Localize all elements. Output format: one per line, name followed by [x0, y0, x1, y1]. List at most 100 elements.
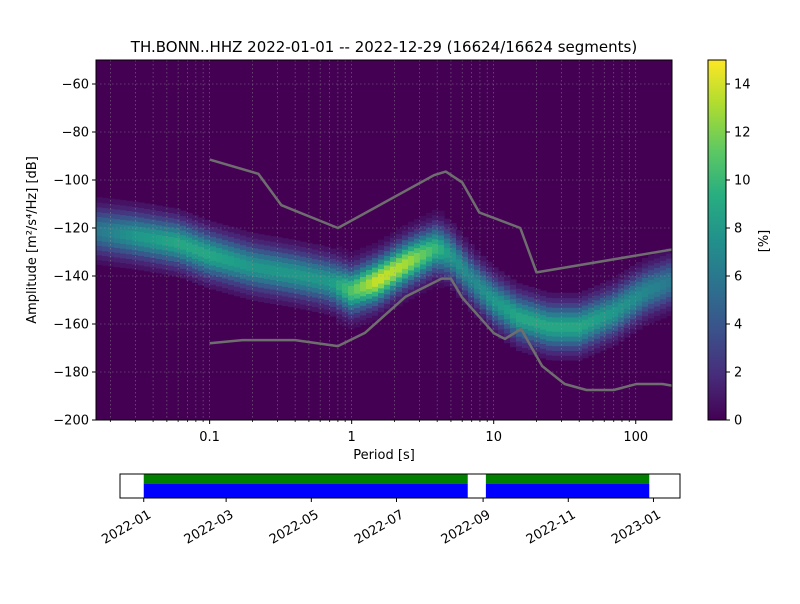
heatmap-cell: [150, 204, 157, 210]
heatmap-cell: [402, 277, 409, 284]
heatmap-cell: [456, 268, 463, 274]
heatmap-cell: [282, 281, 289, 287]
heatmap-cell: [498, 328, 505, 335]
heatmap-cell: [438, 215, 445, 221]
heatmap-cell: [606, 333, 613, 339]
heatmap-cell: [342, 268, 349, 274]
heatmap-cell: [360, 314, 367, 321]
heatmap-cell: [126, 220, 133, 226]
heatmap-cell: [384, 303, 391, 309]
heatmap-cell: [156, 210, 163, 216]
heatmap-cell: [666, 277, 672, 283]
heatmap-cell: [660, 289, 667, 295]
heatmap-cell: [528, 339, 535, 346]
heatmap-cell: [252, 242, 259, 249]
heatmap-cell: [606, 337, 613, 344]
heatmap-cell: [498, 314, 505, 320]
heatmap-cell: [162, 211, 169, 217]
heatmap-cell: [312, 244, 319, 250]
heatmap-cell: [486, 300, 493, 306]
heatmap-cell: [558, 312, 565, 318]
heatmap-cell: [180, 225, 187, 231]
heatmap-cell: [108, 237, 115, 243]
heatmap-cell: [306, 257, 313, 263]
heatmap-cell: [522, 304, 529, 310]
colorbar-tick-label: 8: [734, 222, 742, 237]
heatmap-cell: [138, 212, 145, 218]
heatmap-cell: [528, 349, 535, 355]
heatmap-cell: [150, 223, 157, 230]
heatmap-cell: [312, 301, 319, 308]
heatmap-cell: [468, 263, 475, 269]
heatmap-cell: [348, 304, 355, 310]
heatmap-cell: [318, 250, 325, 256]
heatmap-cell: [468, 277, 475, 283]
heatmap-cell: [378, 278, 385, 284]
heatmap-cell: [486, 285, 493, 292]
heatmap-cell: [504, 304, 511, 310]
heatmap-cell: [462, 246, 469, 253]
heatmap-cell: [378, 287, 385, 294]
heatmap-cell: [426, 275, 433, 281]
heatmap-cell: [432, 253, 439, 259]
heatmap-cell: [378, 258, 385, 265]
heatmap-cell: [228, 289, 235, 295]
heatmap-cell: [642, 320, 649, 326]
heatmap-cell: [462, 289, 469, 296]
heatmap-cell: [552, 326, 559, 332]
heatmap-cell: [258, 277, 265, 283]
heatmap-cell: [654, 300, 661, 307]
heatmap-cell: [102, 221, 109, 228]
heatmap-cell: [306, 286, 313, 292]
heatmap-cell: [474, 259, 481, 265]
heatmap-cell: [426, 236, 433, 243]
heatmap-cell: [516, 307, 523, 313]
heatmap-cell: [354, 321, 361, 328]
heatmap-cell: [438, 230, 445, 236]
heatmap-cell: [564, 345, 571, 351]
heatmap-cell: [294, 297, 301, 304]
heatmap-cell: [294, 254, 301, 261]
heatmap-cell: [156, 243, 163, 250]
heatmap-cell: [372, 305, 379, 311]
heatmap-cell: [498, 290, 505, 296]
heatmap-cell: [648, 303, 655, 309]
heatmap-cell: [138, 255, 145, 261]
heatmap-cell: [246, 279, 253, 286]
heatmap-cell: [252, 252, 259, 258]
heatmap-cell: [510, 341, 517, 348]
heatmap-cell: [288, 239, 295, 245]
heatmap-cell: [624, 303, 631, 309]
heatmap-cell: [426, 241, 433, 248]
colorbar-label: [%]: [757, 230, 772, 253]
heatmap-cell: [204, 229, 211, 235]
heatmap-cell: [336, 318, 343, 324]
heatmap-cell: [120, 200, 127, 206]
heatmap-cell: [222, 244, 229, 250]
heatmap-cell: [354, 288, 361, 294]
heatmap-cell: [546, 316, 553, 322]
heatmap-cell: [348, 290, 355, 296]
heatmap-cell: [288, 268, 295, 274]
heatmap-cell: [474, 298, 481, 304]
heatmap-cell: [426, 227, 433, 233]
heatmap-cell: [198, 241, 205, 247]
heatmap-cell: [642, 306, 649, 312]
heatmap-cell: [102, 250, 109, 257]
heatmap-cell: [96, 201, 103, 208]
heatmap-cell: [480, 270, 487, 276]
heatmap-cell: [402, 234, 409, 241]
heatmap-cell: [546, 335, 553, 342]
heatmap-cell: [138, 202, 145, 208]
heatmap-cell: [378, 311, 385, 318]
heatmap-cell: [414, 252, 421, 258]
heatmap-cell: [564, 350, 571, 356]
heatmap-cell: [558, 355, 565, 361]
heatmap-cell: [648, 260, 655, 266]
heatmap-cell: [624, 317, 631, 324]
heatmap-cell: [498, 309, 505, 316]
heatmap-cell: [378, 244, 385, 250]
heatmap-cell: [306, 281, 313, 287]
y-tick-label: −180: [53, 366, 89, 381]
heatmap-cell: [588, 316, 595, 323]
